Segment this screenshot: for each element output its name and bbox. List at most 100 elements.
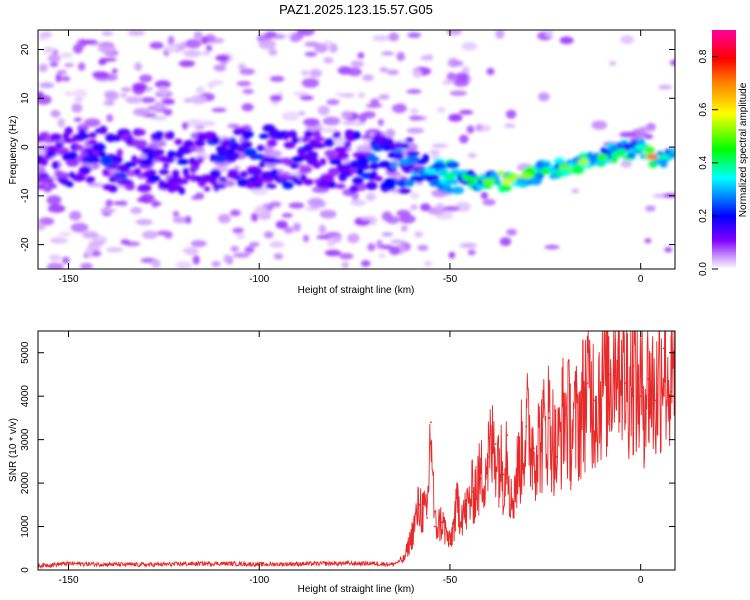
- snr-point: [540, 438, 543, 441]
- heatmap-cell: [100, 156, 113, 163]
- snr-ylabel: SNR (10 * v/v): [8, 418, 19, 482]
- heatmap-cell: [352, 131, 361, 140]
- x-tick-label: 0: [638, 575, 644, 586]
- heatmap-cell: [182, 167, 190, 177]
- heatmap-cell: [190, 94, 207, 105]
- heatmap-cell: [138, 158, 151, 165]
- heatmap-cell: [283, 226, 294, 234]
- heatmap-cell: [506, 228, 517, 236]
- heatmap-cell: [374, 176, 383, 182]
- heatmap-cell: [289, 35, 301, 43]
- heatmap-cell: [175, 261, 193, 269]
- heatmap-cell: [259, 133, 269, 139]
- heatmap-cell: [59, 52, 73, 59]
- heatmap-cell: [367, 243, 376, 252]
- heatmap-cell: [172, 211, 180, 217]
- heatmap-cell: [381, 232, 394, 237]
- heatmap-cell: [463, 175, 475, 182]
- heatmap-cell: [239, 170, 248, 178]
- heatmap-cell: [125, 96, 143, 104]
- heatmap-cell: [215, 54, 230, 62]
- heatmap-cell: [84, 118, 101, 127]
- heatmap-cell: [669, 148, 675, 155]
- heatmap-cell: [410, 192, 420, 200]
- heatmap-cell: [412, 69, 422, 79]
- heatmap-cell: [459, 134, 469, 144]
- heatmap-cell: [312, 129, 321, 139]
- heatmap-cell: [47, 183, 58, 189]
- heatmap-cell: [269, 94, 283, 102]
- heatmap-cell: [634, 144, 647, 151]
- heatmap-cell: [288, 130, 297, 136]
- heatmap-cell: [161, 98, 175, 105]
- x-tick-label: -100: [249, 575, 269, 586]
- heatmap-cell: [263, 144, 273, 154]
- heatmap-cell: [73, 89, 88, 98]
- snr-point: [372, 562, 375, 565]
- heatmap-cell: [133, 168, 142, 176]
- heatmap-cell: [324, 249, 342, 257]
- heatmap-cell: [577, 158, 590, 165]
- heatmap-cell: [431, 143, 449, 148]
- heatmap-cell: [405, 142, 418, 152]
- heatmap-cell: [349, 166, 357, 175]
- heatmap-cell: [396, 51, 406, 62]
- heatmap-cell: [392, 152, 405, 160]
- heatmap-cell: [379, 67, 388, 73]
- heatmap-cell: [171, 169, 180, 177]
- heatmap-cell: [268, 48, 278, 56]
- heatmap-cell: [501, 178, 514, 185]
- heatmap-cell: [92, 143, 106, 151]
- heatmap-cell: [167, 150, 176, 159]
- heatmap-cell: [55, 172, 70, 179]
- heatmap-cell: [72, 174, 86, 182]
- y-tick-label: -20: [20, 237, 31, 252]
- heatmap-cell: [183, 49, 202, 58]
- heatmap-cell: [451, 60, 464, 67]
- heatmap-cell: [297, 111, 306, 116]
- heatmap-cell: [106, 114, 114, 123]
- heatmap-cell: [203, 186, 211, 192]
- x-tick-label: -100: [249, 274, 269, 285]
- heatmap-cell: [497, 170, 506, 177]
- heatmap-cell: [620, 35, 635, 45]
- heatmap-cell: [46, 262, 64, 269]
- heatmap-cell: [489, 172, 501, 179]
- snr-point: [494, 443, 497, 445]
- heatmap-cell: [365, 103, 383, 108]
- heatmap-cell: [120, 239, 131, 245]
- heatmap-cell: [180, 148, 192, 155]
- snr-point: [548, 417, 550, 419]
- heatmap-cell: [152, 135, 163, 142]
- heatmap-cell: [643, 146, 655, 154]
- heatmap-cell: [637, 138, 646, 146]
- heatmap-cell: [610, 155, 618, 164]
- snr-point: [655, 399, 657, 402]
- heatmap-cell: [461, 66, 470, 74]
- heatmap-cell: [193, 31, 203, 40]
- snr-point: [632, 364, 634, 367]
- heatmap-cell: [232, 227, 244, 234]
- snr-point: [105, 563, 108, 566]
- heatmap-cell: [103, 100, 115, 106]
- heatmap-cell: [242, 88, 254, 95]
- heatmap-cell: [39, 131, 50, 138]
- heatmap-cell: [314, 136, 325, 142]
- heatmap-cell: [107, 184, 119, 193]
- heatmap-cell: [352, 176, 364, 185]
- heatmap-cell: [646, 153, 659, 160]
- heatmap-cell: [360, 135, 374, 140]
- heatmap-cell: [669, 59, 675, 66]
- heatmap-cell: [282, 133, 290, 141]
- heatmap-cell: [330, 236, 342, 244]
- snr-point: [430, 421, 432, 424]
- heatmap-cell: [318, 224, 327, 235]
- snr-point: [533, 447, 535, 450]
- heatmap-cell: [56, 69, 68, 75]
- heatmap-cell: [167, 35, 175, 45]
- heatmap-cell: [105, 199, 114, 207]
- heatmap-cell: [74, 97, 83, 103]
- heatmap-cell: [291, 137, 300, 144]
- heatmap-cell: [65, 158, 80, 167]
